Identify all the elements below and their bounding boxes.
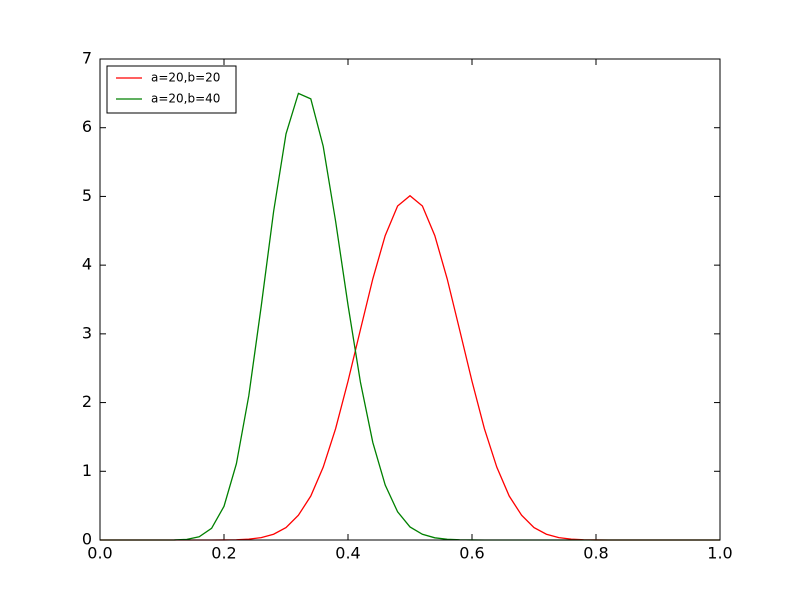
y-tick-label: 5	[82, 186, 92, 205]
x-tick-label: 0.6	[459, 544, 484, 563]
x-tick-label: 0.0	[87, 544, 112, 563]
y-tick-label: 4	[82, 255, 92, 274]
plot-frame	[99, 58, 721, 541]
legend-label: a=20,b=40	[151, 92, 220, 106]
y-tick-label: 2	[82, 392, 92, 411]
y-tick-label: 0	[82, 530, 92, 549]
x-tick-label: 0.4	[335, 544, 360, 563]
y-tick-label: 6	[82, 117, 92, 136]
y-tick-label: 7	[82, 49, 92, 68]
x-tick-label: 1.0	[707, 544, 732, 563]
legend-box	[106, 65, 237, 114]
y-tick-label: 1	[82, 461, 92, 480]
legend-label: a=20,b=20	[151, 71, 220, 85]
y-tick-label: 3	[82, 323, 92, 342]
x-tick-label: 0.2	[211, 544, 236, 563]
x-tick-label: 0.8	[583, 544, 608, 563]
